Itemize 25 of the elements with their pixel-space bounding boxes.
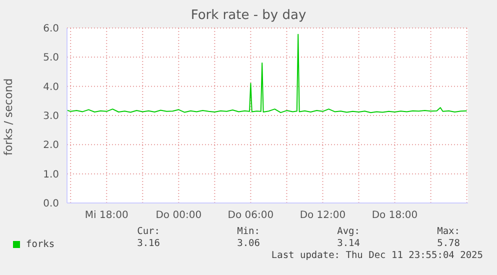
text: Min: bbox=[236, 226, 260, 238]
text: Max: bbox=[436, 226, 460, 238]
y-tick-label: 1.0 bbox=[43, 169, 59, 180]
x-tick-label: Do 12:00 bbox=[300, 210, 346, 222]
y-tick-label: 6.0 bbox=[43, 24, 59, 35]
y-tick-label: 3.0 bbox=[43, 111, 59, 122]
text: Cur: bbox=[136, 226, 160, 238]
text: Last update: Thu Dec 11 23:55:04 2025 bbox=[270, 250, 484, 261]
x-tick-label: Do 00:00 bbox=[156, 210, 202, 222]
legend-label: forks bbox=[25, 238, 55, 250]
x-tick-label: Mi 18:00 bbox=[84, 210, 128, 222]
chart-title: Fork rate - by day bbox=[190, 8, 308, 23]
y-tick-label: 5.0 bbox=[43, 52, 59, 64]
y-tick-label: 4.0 bbox=[43, 82, 59, 93]
x-tick-label: Do 06:00 bbox=[228, 210, 274, 222]
text: 3.16 bbox=[136, 238, 160, 250]
text: 3.14 bbox=[336, 238, 360, 250]
y-tick-label: 0.0 bbox=[43, 198, 59, 210]
y-tick-label: 2.0 bbox=[43, 140, 59, 152]
x-tick-label: Do 18:00 bbox=[372, 210, 418, 222]
text: 5.78 bbox=[436, 238, 460, 250]
y-axis-title: forks / second bbox=[2, 78, 15, 156]
text: Avg: bbox=[336, 226, 360, 238]
text: 3.06 bbox=[236, 238, 260, 250]
line-series bbox=[67, 34, 468, 114]
